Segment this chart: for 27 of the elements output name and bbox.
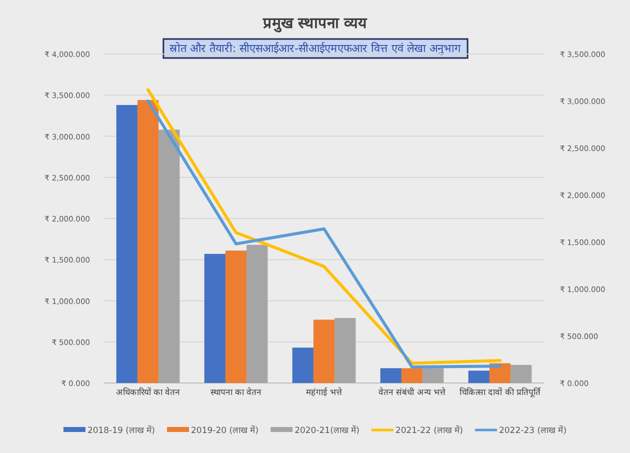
bar [116, 104, 138, 383]
bar [401, 368, 423, 383]
x-tick-label: स्थापना का वेतन [210, 387, 262, 398]
legend-label: 2019-20 (लाख में) [191, 425, 259, 436]
bar [137, 100, 159, 383]
bar [225, 250, 247, 383]
bar [204, 254, 226, 383]
legend-label: 2018-19 (लाख में) [87, 425, 156, 436]
legend-label: 2022-23 (लाख में) [498, 425, 567, 436]
bar [422, 368, 444, 383]
legend-label: 2021-22 (लाख में) [395, 425, 463, 436]
bar [510, 364, 532, 383]
bar [380, 368, 402, 383]
bar [158, 130, 180, 383]
bar [468, 370, 490, 383]
x-tick-label: वेतन संबंधी अन्य भत्ते [378, 387, 446, 398]
legend-label: 2020-21(लाख में) [294, 425, 360, 436]
x-tick-label: महंगाई भत्ते [306, 387, 342, 398]
bar [292, 348, 314, 383]
bar [334, 318, 356, 383]
bar [246, 244, 268, 383]
x-tick-label: चिकित्सा दावों की प्रतिपूर्ति [459, 387, 542, 398]
bar [489, 363, 511, 383]
chart-subtitle: स्रोत और तैयारी: सीएसआईआर-सीआईएमएफआर वित्त एवं लेखा अनुभाग [169, 42, 462, 55]
bar [313, 320, 335, 383]
chart-title: प्रमुख स्थापना व्यय [262, 14, 368, 33]
x-tick-label: अधिकारियों का वेतन [116, 387, 180, 398]
